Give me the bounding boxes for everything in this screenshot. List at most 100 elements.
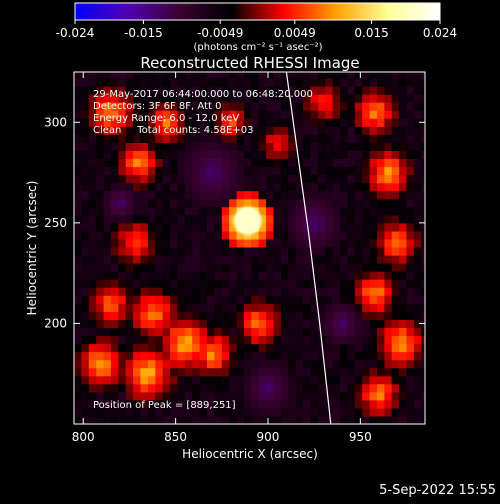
heatmap-cell [399, 118, 408, 127]
heatmap-cell [199, 416, 208, 424]
heatmap-cell [155, 102, 164, 111]
heatmap-cell [229, 78, 238, 87]
heatmap-cell [384, 327, 393, 337]
heatmap-cell [354, 166, 363, 176]
heatmap-cell [244, 399, 252, 409]
heatmap-cell [384, 343, 393, 353]
heatmap-cell [125, 263, 134, 272]
heatmap-cell [310, 391, 319, 401]
chart-title: Reconstructed RHESSI Image [140, 54, 359, 72]
heatmap-cell [258, 174, 267, 184]
heatmap-cell [303, 295, 312, 304]
heatmap-cell [377, 279, 385, 288]
heatmap-cell [74, 222, 82, 232]
heatmap-cell [251, 351, 260, 361]
heatmap-cell [74, 72, 82, 79]
heatmap-cell [221, 319, 230, 328]
heatmap-cell [177, 351, 186, 361]
heatmap-cell [110, 78, 119, 87]
heatmap-cell [347, 383, 356, 393]
heatmap-cell [354, 335, 363, 345]
heatmap-cell [125, 303, 134, 312]
heatmap-cell [207, 166, 215, 176]
heatmap-cell [221, 206, 230, 216]
heatmap-cell [317, 295, 326, 304]
heatmap-cell [303, 359, 312, 369]
heatmap-cell [413, 351, 422, 361]
heatmap-cell [406, 295, 415, 304]
heatmap-cell [266, 182, 275, 192]
heatmap-cell [192, 182, 201, 192]
heatmap-cell [384, 230, 393, 240]
heatmap-cell [96, 86, 105, 95]
heatmap-cell [207, 94, 215, 103]
heatmap-cell [295, 271, 304, 280]
heatmap-cell [207, 86, 215, 95]
heatmap-cell [170, 126, 179, 135]
heatmap-cell [340, 206, 348, 216]
heatmap-cell [369, 287, 378, 296]
heatmap-cell [118, 142, 127, 151]
heatmap-cell [347, 174, 356, 184]
heatmap-cell [362, 206, 371, 216]
heatmap-cell [295, 359, 304, 369]
heatmap-cell [155, 198, 164, 208]
heatmap-cell [406, 166, 415, 176]
heatmap-cell [236, 182, 245, 192]
heatmap-cell [162, 255, 171, 264]
heatmap-cell [103, 303, 112, 312]
heatmap-cell [199, 343, 208, 353]
heatmap-cell [214, 238, 223, 248]
heatmap-cell [110, 279, 119, 288]
heatmap-cell [81, 72, 90, 79]
y-tick-label: 300 [44, 115, 67, 129]
heatmap-cell [74, 142, 82, 151]
heatmap-cell [251, 94, 260, 103]
heatmap-cell [96, 343, 105, 353]
heatmap-cell [155, 78, 164, 87]
heatmap-cell [81, 230, 90, 240]
heatmap-cell [229, 142, 238, 151]
heatmap-cell [421, 182, 425, 192]
heatmap-cell [399, 102, 408, 111]
heatmap-cell [406, 351, 415, 361]
heatmap-cell [303, 118, 312, 127]
heatmap-cell [266, 391, 275, 401]
heatmap-cell [103, 150, 112, 159]
heatmap-cell [325, 150, 334, 159]
heatmap-cell [399, 158, 408, 168]
heatmap-cell [317, 198, 326, 208]
heatmap-cell [421, 383, 425, 393]
heatmap-cell [103, 78, 112, 87]
heatmap-cell [74, 391, 82, 401]
heatmap-cell [140, 391, 149, 401]
heatmap-cell [214, 198, 223, 208]
heatmap-cell [110, 86, 119, 95]
heatmap-cell [110, 72, 119, 79]
heatmap-cell [384, 367, 393, 377]
heatmap-cell [288, 351, 297, 361]
heatmap-cell [103, 190, 112, 200]
heatmap-cell [266, 367, 275, 377]
heatmap-cell [399, 271, 408, 280]
heatmap-cell [399, 303, 408, 312]
heatmap-cell [147, 174, 156, 184]
heatmap-cell [74, 255, 82, 264]
heatmap-cell [192, 198, 201, 208]
heatmap-cell [192, 247, 201, 256]
heatmap-cell [207, 255, 215, 264]
heatmap-cell [177, 271, 186, 280]
heatmap-cell [96, 367, 105, 377]
heatmap-cell [170, 383, 179, 393]
heatmap-cell [184, 94, 193, 103]
heatmap-cell [207, 295, 215, 304]
heatmap-cell [406, 182, 415, 192]
heatmap-cell [192, 166, 201, 176]
heatmap-cell [118, 174, 127, 184]
heatmap-cell [214, 359, 223, 369]
heatmap-cell [170, 238, 179, 248]
heatmap-cell [280, 198, 289, 208]
heatmap-cell [273, 407, 282, 417]
heatmap-cell [133, 367, 142, 377]
heatmap-cell [199, 238, 208, 248]
